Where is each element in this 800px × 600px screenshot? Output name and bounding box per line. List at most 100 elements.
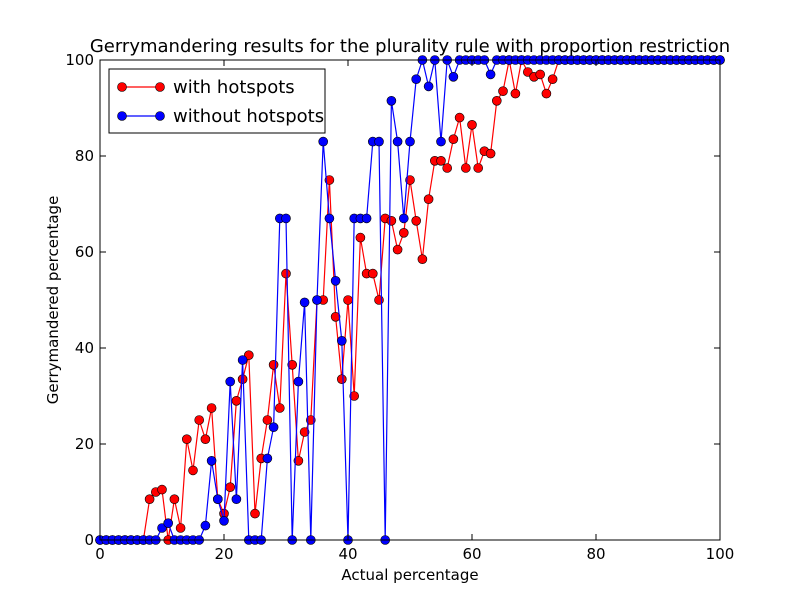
data-point (485, 69, 496, 80)
data-point (200, 520, 211, 531)
y-tick-label: 20 (75, 435, 94, 453)
data-point (547, 74, 558, 84)
data-point (305, 415, 316, 425)
data-point (392, 244, 403, 255)
data-point (467, 120, 477, 130)
data-point (262, 453, 273, 464)
legend-marker-without-hotspots (155, 111, 165, 121)
data-point (281, 213, 291, 224)
data-point (287, 359, 298, 370)
data-point (374, 295, 384, 305)
legend-marker-without-hotspots (117, 111, 127, 121)
data-point (374, 136, 384, 147)
data-point (163, 518, 173, 529)
data-point (225, 376, 235, 387)
data-point (219, 515, 229, 526)
data-point (157, 484, 167, 495)
legend-label-without-hotspots: without hotspots (173, 106, 324, 127)
data-point (281, 268, 291, 279)
data-point (361, 213, 372, 224)
data-point (423, 81, 434, 92)
data-point (268, 359, 279, 370)
data-point (498, 86, 508, 96)
data-point (448, 134, 459, 144)
data-point (250, 508, 260, 519)
y-tick-label: 60 (75, 243, 94, 261)
plot-frame (99, 59, 721, 541)
data-point (237, 355, 248, 365)
data-point (312, 295, 322, 305)
data-point (485, 148, 496, 159)
data-point (231, 395, 242, 406)
legend: with hotspots without hotspots (108, 68, 326, 134)
data-point (268, 422, 279, 433)
data-point (274, 403, 285, 413)
data-point (535, 69, 546, 80)
data-point (324, 175, 335, 185)
data-point (386, 216, 397, 226)
data-point (392, 136, 403, 147)
x-tick-label: 80 (586, 545, 605, 563)
data-point (169, 494, 180, 505)
data-point (367, 268, 378, 279)
data-point (491, 96, 502, 106)
data-point (398, 228, 409, 238)
data-point (405, 175, 415, 185)
data-point (436, 136, 446, 147)
data-point (144, 494, 155, 505)
data-point (336, 374, 347, 385)
y-axis-label: Gerrymandered percentage (44, 196, 62, 405)
data-point (182, 434, 192, 445)
data-point (411, 74, 422, 84)
data-point (398, 213, 409, 224)
data-point (194, 415, 204, 425)
data-point (225, 482, 235, 493)
data-point (213, 494, 223, 505)
data-point (460, 163, 471, 173)
x-tick-label: 100 (706, 545, 735, 563)
x-axis-label: Actual percentage (341, 566, 478, 584)
data-point (336, 335, 347, 346)
y-tick-label: 80 (75, 147, 94, 165)
data-point (231, 494, 242, 505)
y-tick-label: 40 (75, 339, 94, 357)
data-point (293, 376, 304, 387)
legend-marker-with-hotspots (117, 82, 127, 92)
data-point (343, 295, 353, 305)
data-point (206, 403, 217, 413)
data-point (454, 112, 465, 123)
x-tick-label: 20 (214, 545, 233, 563)
data-point (417, 254, 428, 265)
data-point (324, 213, 335, 224)
data-point (355, 232, 366, 243)
data-point (206, 455, 217, 466)
chart-title: Gerrymandering results for the plurality… (90, 36, 730, 57)
data-point (473, 163, 484, 173)
data-point (262, 415, 273, 425)
data-point (293, 455, 304, 466)
data-point (448, 72, 459, 82)
data-point (442, 163, 453, 173)
data-point (436, 156, 446, 166)
data-point (200, 434, 211, 445)
legend-box (108, 68, 326, 134)
x-axis: 0 20 40 60 80 100 (95, 60, 734, 563)
y-tick-label: 0 (84, 531, 94, 549)
data-point (188, 465, 198, 476)
data-point (510, 88, 521, 99)
data-point (386, 96, 397, 106)
data-point (541, 88, 552, 99)
x-tick-label: 40 (338, 545, 357, 563)
data-point (423, 194, 434, 204)
data-point (405, 136, 415, 147)
x-tick-label: 0 (95, 545, 105, 563)
data-point (318, 136, 329, 147)
data-point (175, 523, 186, 533)
x-tick-label: 60 (462, 545, 481, 563)
data-point (349, 391, 360, 401)
data-point (411, 216, 422, 226)
y-tick-label: 100 (65, 51, 94, 69)
legend-marker-with-hotspots (155, 82, 165, 92)
y-axis: 0 20 40 60 80 100 (65, 51, 720, 549)
